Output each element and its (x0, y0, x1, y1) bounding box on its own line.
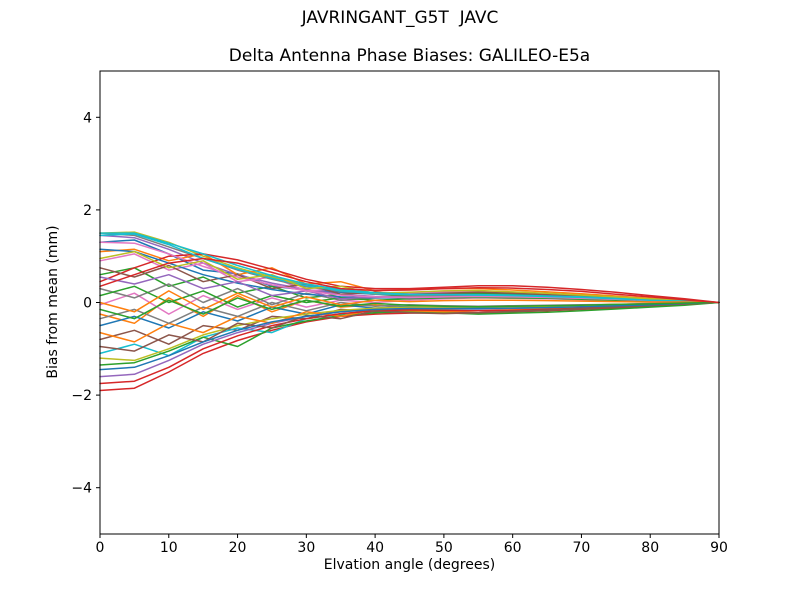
data-line-33 (99, 297, 720, 320)
y-tick-label: −4 (71, 481, 92, 497)
data-line-34 (99, 257, 720, 304)
x-tick-label: 80 (641, 540, 659, 556)
data-line-13 (99, 301, 720, 366)
axes-spines (99, 70, 720, 535)
x-tick-label: 10 (160, 540, 178, 556)
x-tick-label: 20 (229, 540, 247, 556)
y-tick-label: −2 (71, 388, 92, 404)
x-tick-label: 40 (366, 540, 384, 556)
y-tick-label: 0 (83, 296, 92, 312)
data-line-32 (99, 290, 720, 313)
y-tick-label: 2 (83, 203, 92, 219)
x-tick-label: 70 (573, 540, 591, 556)
data-line-31 (99, 301, 720, 371)
data-line-30 (99, 232, 720, 304)
x-tick-label: 0 (96, 540, 105, 556)
data-line-29 (99, 250, 720, 304)
x-tick-label: 90 (710, 540, 728, 556)
chart-title: JAVRINGANT_G5T JAVC (301, 8, 499, 28)
data-line-23 (99, 285, 720, 308)
x-tick-label: 60 (504, 540, 522, 556)
x-tick-label: 30 (297, 540, 315, 556)
x-axis-label: Elvation angle (degrees) (323, 557, 496, 573)
x-tick-label: 50 (435, 540, 453, 556)
y-tick-label: 4 (83, 110, 92, 126)
chart-subtitle: Delta Antenna Phase Biases: GALILEO-E5a (228, 46, 591, 66)
y-axis-label: Bias from mean (mm) (45, 225, 61, 379)
